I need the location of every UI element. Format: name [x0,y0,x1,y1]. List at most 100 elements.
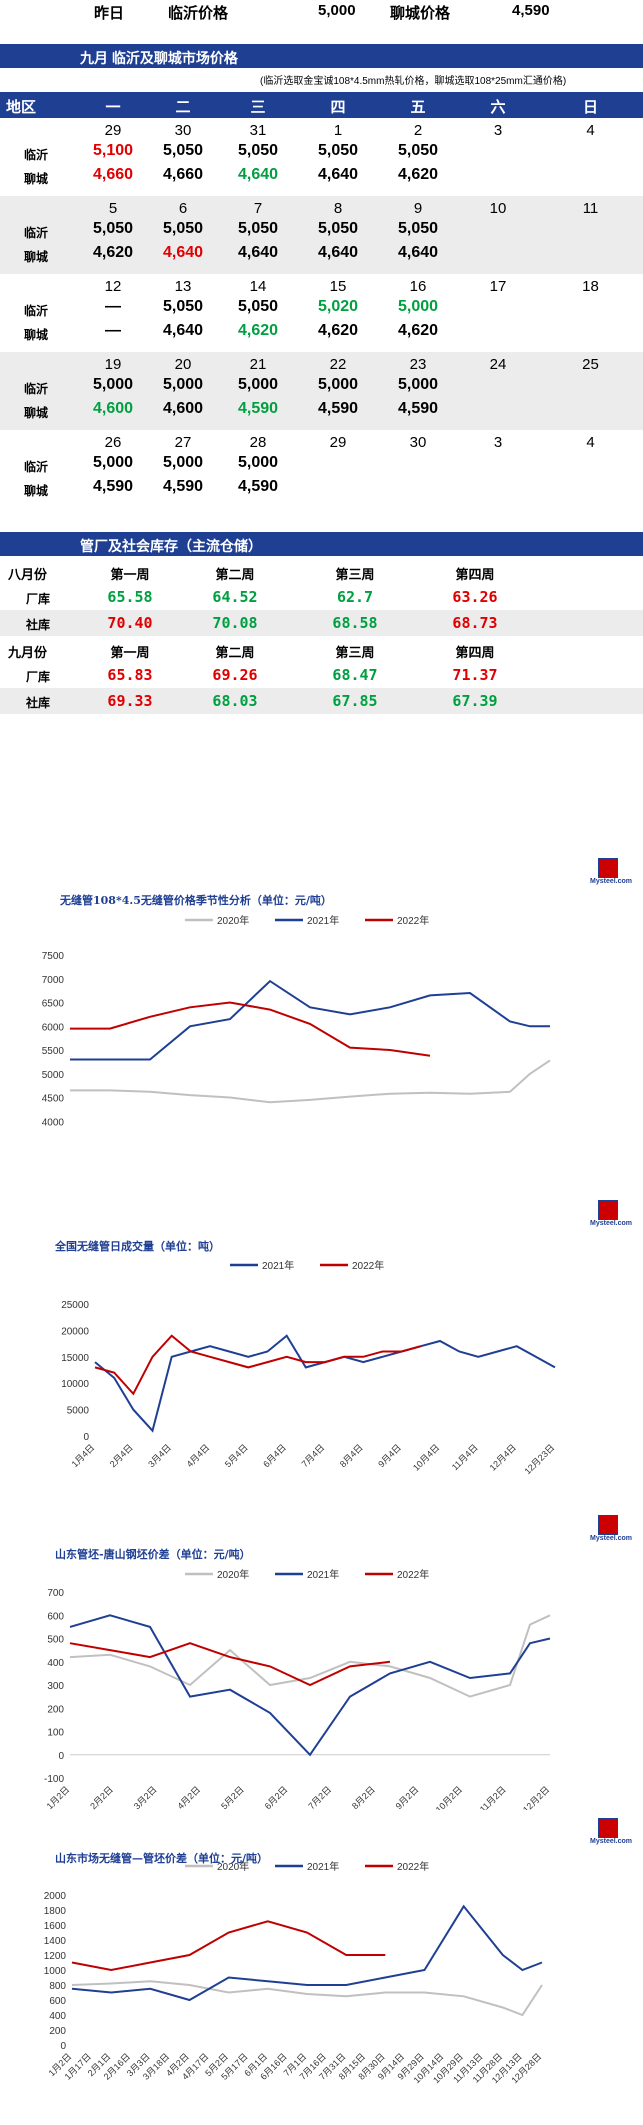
market-price-linyi: 5,000 [237,376,279,393]
stock-week-label: 第三周 [335,568,375,583]
market-date: 9 [413,200,423,217]
y-tick-label: 1600 [44,1921,67,1932]
chart-title: 无缝管108*4.5无缝管价格季节性分析（单位：元/吨） [60,894,332,907]
series-line-2022年 [94,1334,422,1396]
market-date: 12 [104,278,122,295]
chart-title: 山东市场无缝管—管坯价差（单位：元/吨） [55,1852,269,1865]
market-date: 4 [586,122,595,139]
market-table-header: 地区 一 二 三 四 五 六 日 [0,92,643,118]
market-header-cell: 地区 [6,99,37,116]
y-tick-label: 0 [58,1751,64,1762]
x-tick-label: 11月2日 [478,1784,508,1810]
stock-value: 67.85 [332,692,378,710]
market-date: 2 [413,122,423,139]
market-price-linyi: — [105,298,121,315]
chart-1: 无缝管108*4.5无缝管价格季节性分析（单位：元/吨） Mysteel.com 7… [0,840,643,1140]
x-tick-label: 6月2日 [263,1784,290,1810]
stock-value: 62.7 [336,588,374,606]
chart-4: 山东市场无缝管—管坯价差（单位：元/吨） Mysteel.com 2000 1800 1… [0,1818,643,2125]
market-week-block: 5 6 7 8 9 10 11 临沂 5,050 5,050 5,050 5,050 5,050 聊城 4,… [0,196,643,274]
chart-2: 全国无缝管日成交量（单位：吨） Mysteel.com 25000 20000 1500… [0,1200,643,1510]
market-row-label: 聊城 [24,328,49,342]
series-line-2021年 [69,1614,551,1757]
market-date: 4 [586,434,595,451]
stock-month-label: 九月份 [8,646,48,661]
x-tick-label: 1月4日 [70,1442,97,1469]
y-tick-label: 600 [49,1996,66,2007]
y-tick-label: 6000 [42,1022,65,1033]
legend-label: 2021年 [262,1259,294,1272]
chart-title: 全国无缝管日成交量（单位：吨） [55,1240,220,1253]
market-price-linyi: 5,000 [237,454,279,471]
market-price-linyi: 5,050 [92,220,134,237]
series-line-2020年 [69,1614,551,1698]
market-date: 7 [253,200,263,217]
series-line-2021年 [71,1904,543,2002]
mysteel-logo-text: Mysteel.com [590,1220,633,1227]
x-tick-label: 10月2日 [434,1784,464,1810]
stock-week-label: 第一周 [110,646,150,661]
stock-data-row: 社库 69.33 68.03 67.85 67.39 [0,688,643,714]
stock-section-title-bar: 管厂及社会库存（主流仓储） [0,532,643,556]
y-tick-label: 400 [47,1658,64,1669]
mysteel-logo-mark [598,1515,618,1535]
market-price-linyi: 5,050 [237,298,279,315]
y-tick-label: 4500 [42,1094,65,1105]
y-tick-label: 5000 [42,1070,65,1081]
mysteel-logo: Mysteel.com [590,1818,632,1852]
x-tick-label: 5月2日 [219,1784,246,1810]
y-tick-label: 600 [47,1611,64,1622]
linyi-price-label: 临沂价格 [168,5,229,22]
market-price-linyi: 5,000 [162,454,204,471]
market-price-liaocheng: 4,590 [317,400,359,417]
y-tick-label: 700 [47,1588,64,1599]
market-price-linyi: 5,050 [397,220,439,237]
mysteel-logo: Mysteel.com [590,858,632,892]
y-tick-label: 10000 [61,1379,89,1390]
y-tick-label: 0 [60,2041,66,2052]
y-tick-label: 500 [47,1635,64,1646]
market-price-liaocheng: 4,590 [237,400,279,417]
stock-value: 68.73 [452,614,498,632]
market-header-cell: 五 [410,99,426,116]
market-price-linyi: 5,000 [92,454,134,471]
x-tick-label: 12月23日 [522,1442,556,1476]
market-week-block: 26 27 28 29 30 3 4 临沂 5,000 5,000 5,000 聊城 4,590 4,59… [0,430,643,508]
market-price-linyi: 5,000 [397,376,439,393]
market-week-block: 29 30 31 1 2 3 4 临沂 5,100 5,050 5,050 5,050 5,050 聊城 4… [0,118,643,196]
market-row-label: 聊城 [24,172,49,186]
market-header-cell: 二 [175,99,191,116]
market-row-label: 聊城 [24,406,49,420]
y-tick-label: 6500 [42,999,65,1010]
market-header-cell: 六 [490,99,506,116]
series-line-2022年 [69,1642,391,1687]
x-tick-label: 9月4日 [376,1442,403,1469]
stock-month-row: 九月份 第一周 第二周 第三周 第四周 [0,638,643,661]
market-week-block: 19 20 21 22 23 24 25 临沂 5,000 5,000 5,000 5,000 5,00… [0,352,643,430]
market-date: 1 [333,122,343,139]
mysteel-logo: Mysteel.com [590,1515,632,1549]
legend-label: 2022年 [352,1259,384,1272]
market-price-linyi: 5,100 [92,142,134,159]
x-tick-label: 4月4日 [185,1442,212,1469]
y-tick-label: 1200 [44,1951,67,1962]
legend-label: 2022年 [397,914,429,927]
stock-row-label: 社库 [26,696,51,710]
liaocheng-yesterday-value: 4,590 [512,2,550,19]
market-row-label: 临沂 [24,460,49,474]
series-line-2021年 [94,1334,556,1433]
y-tick-label: 15000 [61,1353,89,1364]
market-header-cell: 一 [105,99,121,116]
legend-label: 2021年 [307,914,339,927]
market-price-linyi: 5,020 [317,298,359,315]
market-price-liaocheng: 4,600 [92,400,134,417]
stock-week-label: 第二周 [215,568,255,583]
market-date: 13 [174,278,192,295]
market-header-cell: 日 [582,99,598,116]
y-tick-label: 4000 [42,1117,65,1128]
y-tick-label: 200 [47,1704,64,1715]
market-price-linyi: 5,050 [162,220,204,237]
market-price-liaocheng: 4,620 [397,322,439,339]
y-tick-label: 200 [49,2026,66,2037]
